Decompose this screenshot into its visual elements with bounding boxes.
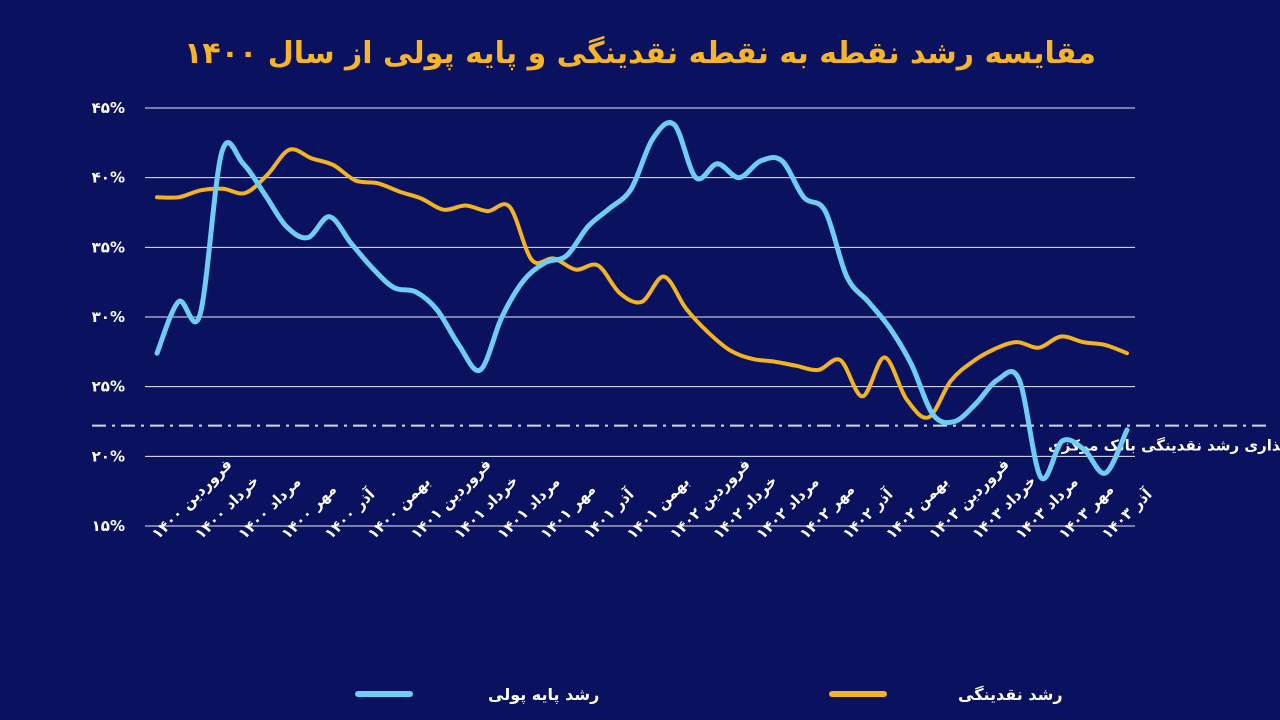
series-line-liquidity	[155, 147, 1129, 420]
legend-label-monetary-base: رشد پایه پولی	[488, 685, 599, 705]
y-tick-label: ۲۵%	[92, 378, 125, 396]
legend: رشد پایه پولی رشد نقدینگی	[355, 685, 1063, 705]
series-line-monetary-base	[154, 120, 1130, 482]
gridlines	[145, 107, 1135, 527]
y-tick-label: ۱۵%	[92, 517, 125, 535]
y-tick-label: ۲۰%	[92, 447, 125, 465]
reference-line-group: هدفگذاری رشد نقدینگی بانک مرکزی	[92, 424, 1280, 455]
y-tick-label: ۳۵%	[92, 238, 125, 256]
y-tick-label: ۳۰%	[92, 308, 125, 326]
y-tick-label: ۴۵%	[92, 99, 125, 117]
legend-label-liquidity: رشد نقدینگی	[958, 685, 1063, 704]
y-axis-ticks: ۴۵% ۴۰% ۳۵% ۳۰% ۲۵% ۲۰% ۱۵%	[92, 99, 125, 535]
y-tick-label: ۴۰%	[92, 169, 125, 187]
reference-line-label: هدفگذاری رشد نقدینگی بانک مرکزی	[1048, 437, 1280, 455]
chart-title: مقایسه رشد نقطه به نقطه نقدینگی و پایه پ…	[184, 36, 1096, 71]
series-lines	[154, 120, 1130, 482]
